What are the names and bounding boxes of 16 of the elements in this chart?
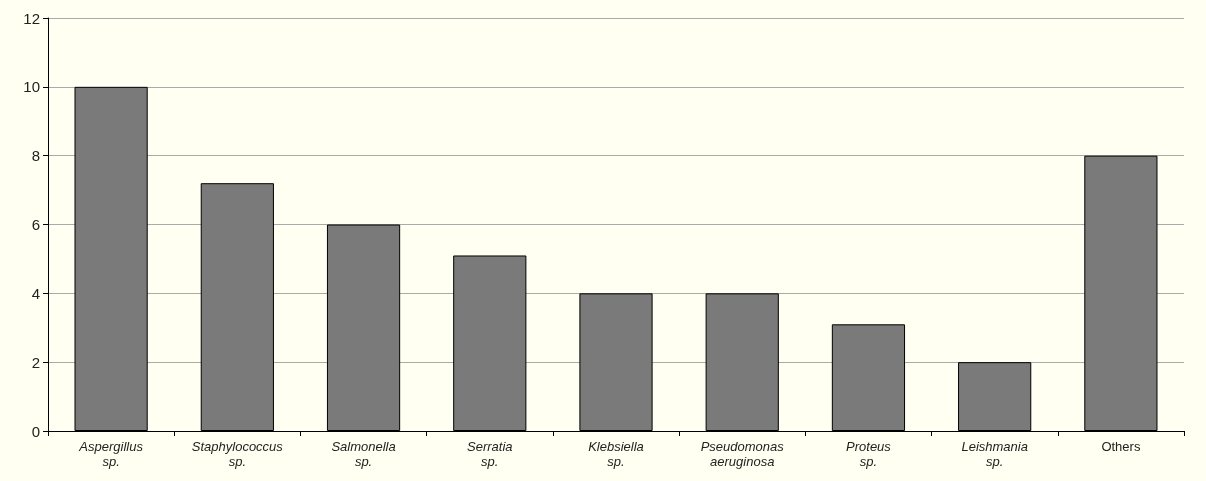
y-tick-label: 2: [31, 353, 40, 371]
x-tick-label: Serratia sp.: [467, 439, 513, 469]
x-tick-label: Aspergillus sp.: [78, 439, 144, 469]
y-tick-label: 0: [31, 422, 40, 440]
y-tick-label: 8: [31, 147, 40, 165]
x-tick-label: Leishmania sp.: [961, 439, 1028, 469]
y-tick-label: 6: [31, 216, 40, 233]
y-tick-label: 12: [23, 9, 40, 27]
x-tick-label: Proteus sp.: [846, 439, 892, 469]
x-tick-label: Others: [1101, 439, 1141, 454]
x-tick-label: Pseudomonas aeruginosa: [700, 439, 785, 469]
x-tick-label: Klebsiella sp.: [588, 439, 644, 469]
y-tick-label: 10: [23, 78, 40, 96]
y-tick-label: 4: [31, 284, 40, 302]
x-tick-label: Staphylococcus sp.: [191, 439, 284, 469]
x-tick-label: Salmonella sp.: [331, 439, 396, 469]
